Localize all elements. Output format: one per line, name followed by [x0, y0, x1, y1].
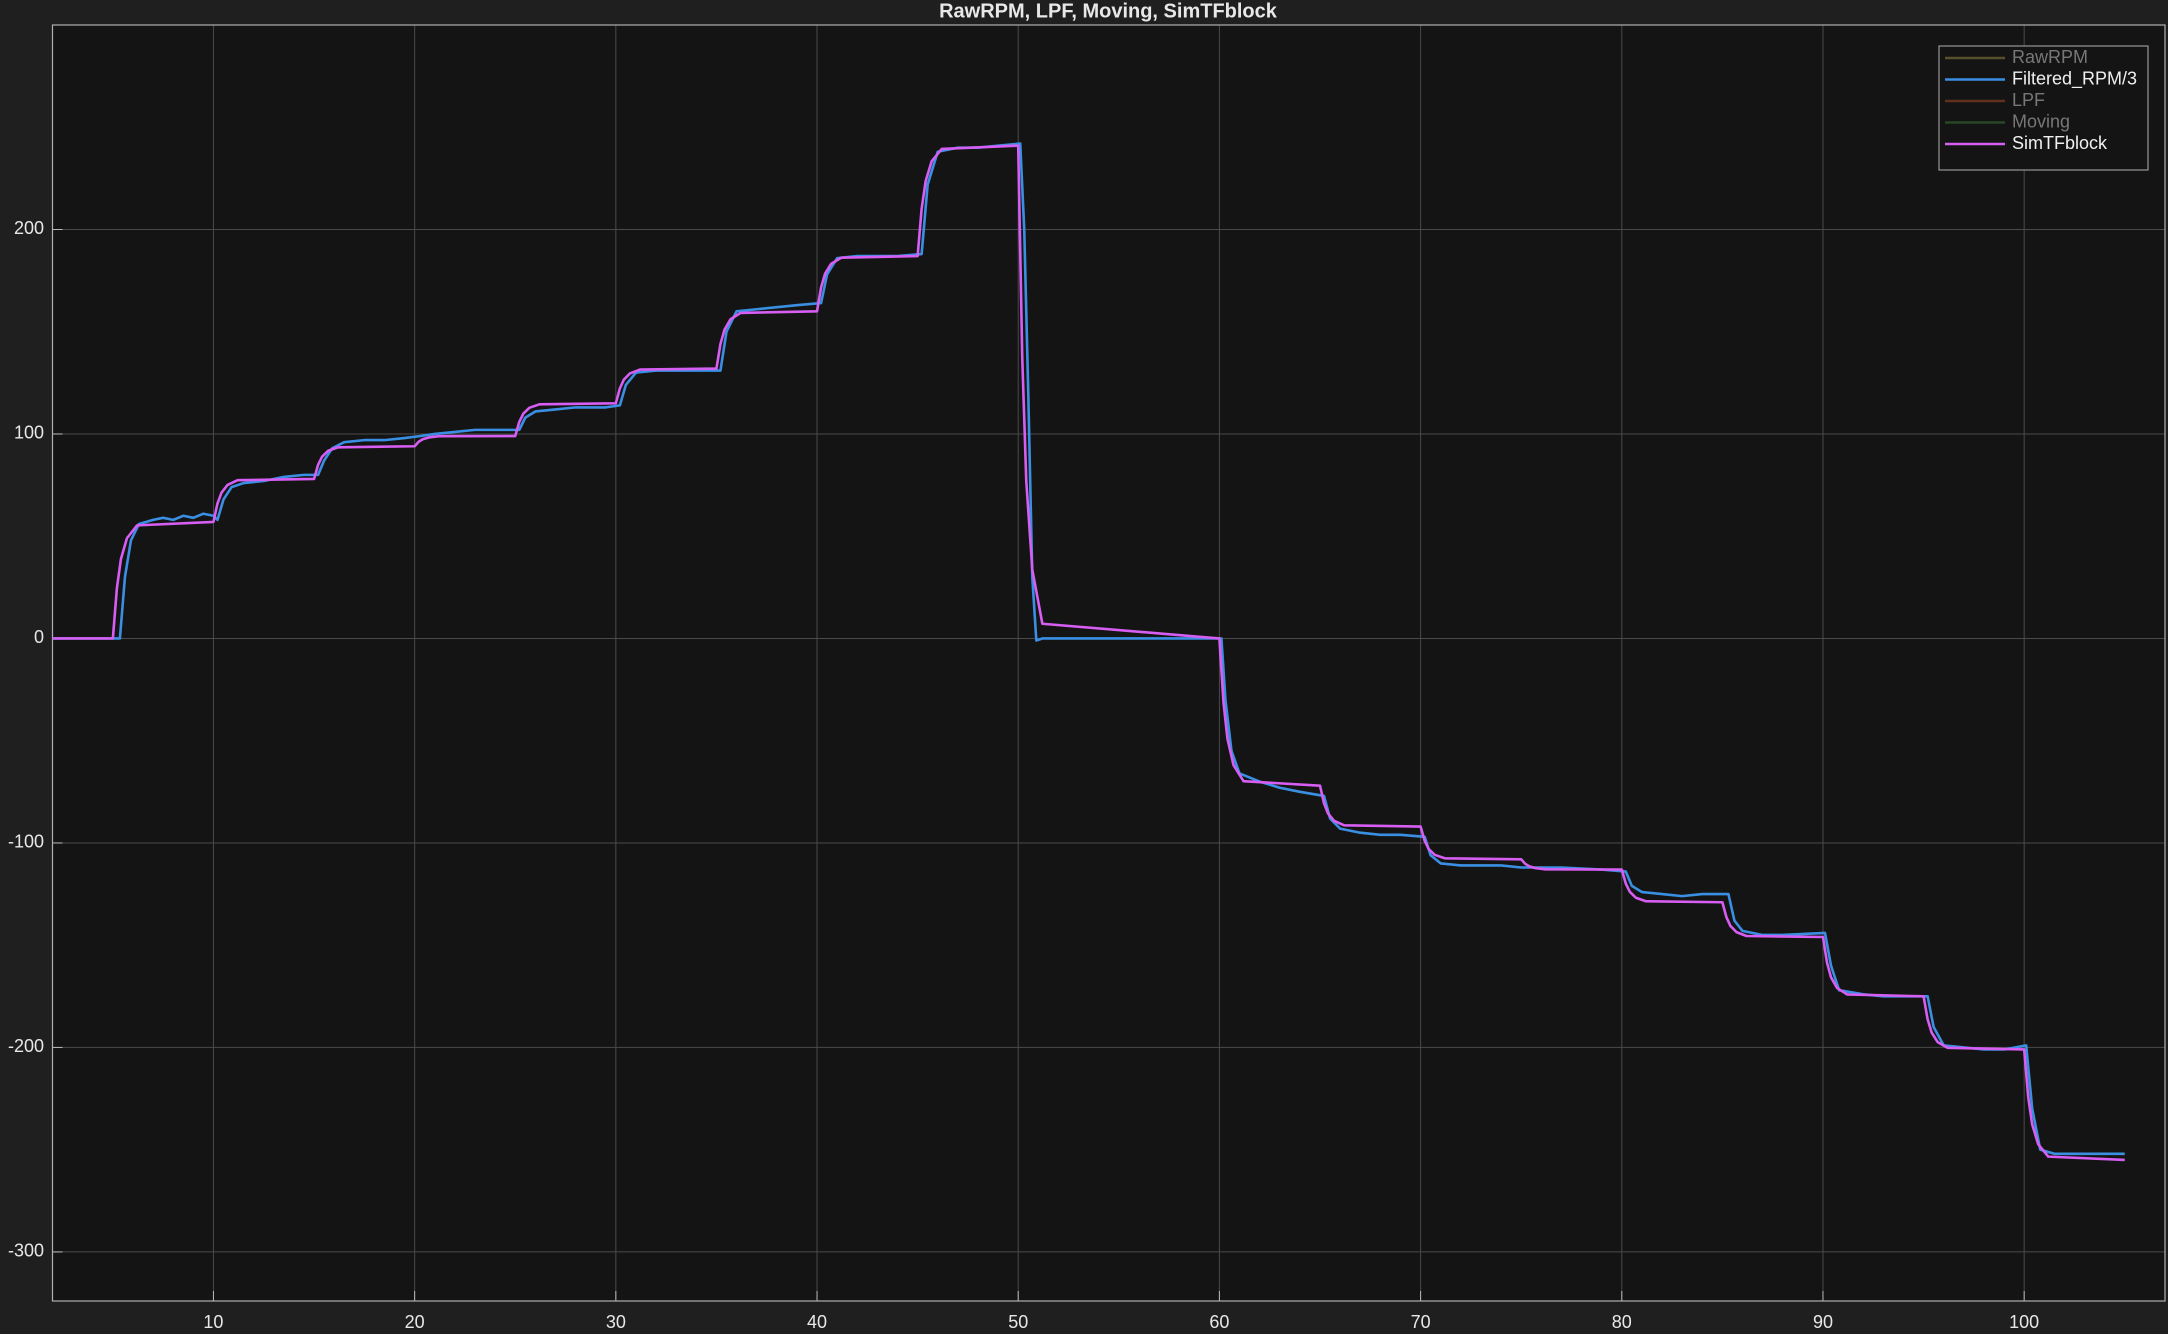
x-tick-label: 20 [405, 1312, 425, 1332]
x-tick-label: 90 [1813, 1312, 1833, 1332]
axes-box [51, 24, 2166, 1302]
x-tick-label: 70 [1411, 1312, 1431, 1332]
x-tick-label: 30 [606, 1312, 626, 1332]
plot-area [52, 25, 2165, 1301]
x-tick-label: 80 [1612, 1312, 1632, 1332]
legend-label: RawRPM [2012, 47, 2088, 67]
series-line [52, 144, 2125, 1162]
legend-label: Moving [2012, 111, 2070, 131]
x-tick-label: 60 [1209, 1312, 1229, 1332]
y-tick-label: -200 [8, 1036, 44, 1056]
y-tick-label: -300 [8, 1241, 44, 1261]
x-tick-label: 10 [203, 1312, 223, 1332]
legend-label: Filtered_RPM/3 [2012, 68, 2137, 89]
y-tick-label: 200 [14, 218, 44, 238]
legend-label: SimTFblock [2012, 133, 2108, 153]
x-tick-label: 50 [1008, 1312, 1028, 1332]
legend-label: LPF [2012, 90, 2045, 110]
x-tick-label: 100 [2009, 1312, 2039, 1332]
chart-title: RawRPM, LPF, Moving, SimTFblock [939, 0, 1278, 22]
y-tick-label: -100 [8, 832, 44, 852]
y-tick-label: 100 [14, 423, 44, 443]
y-tick-label: 0 [34, 627, 44, 647]
x-tick-label: 40 [807, 1312, 827, 1332]
legend-box [1938, 45, 2149, 171]
